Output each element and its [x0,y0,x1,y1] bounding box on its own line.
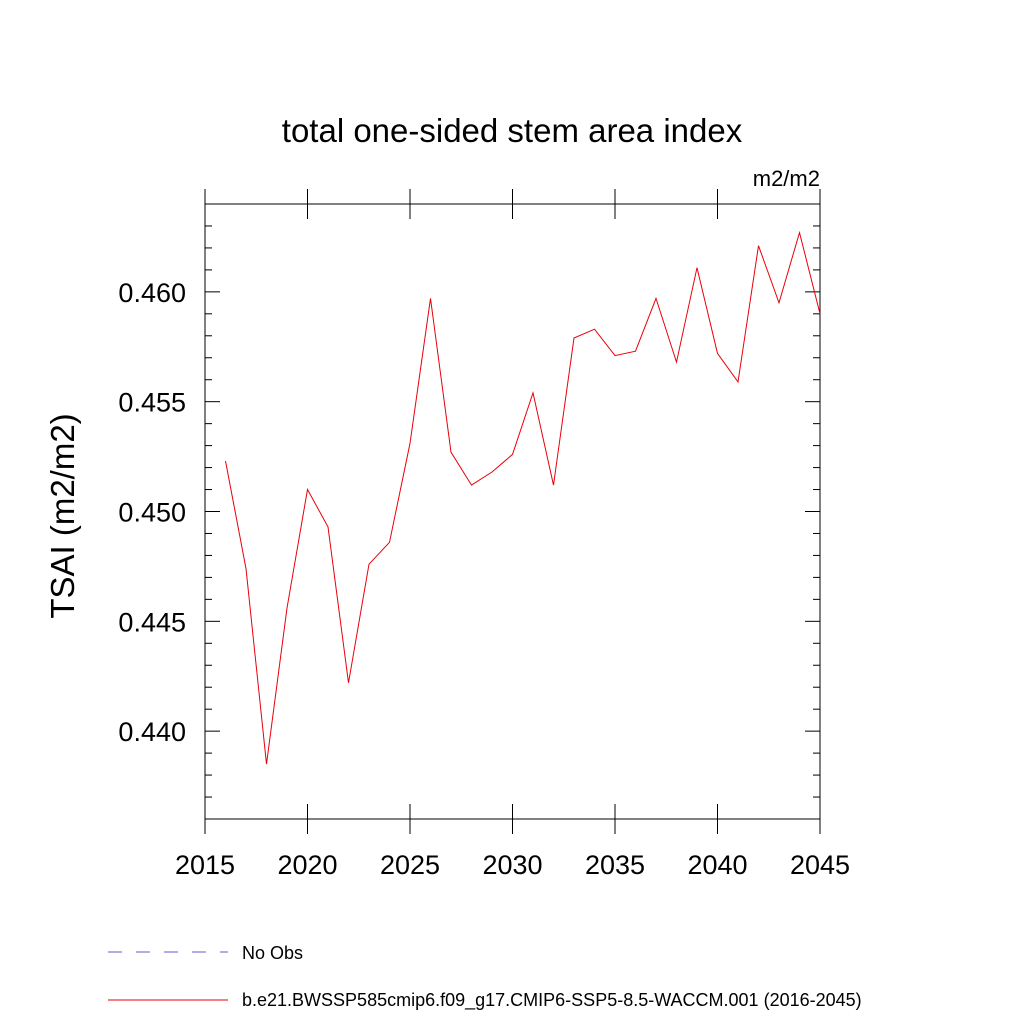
y-tick-label: 0.445 [118,607,186,637]
x-tick-label: 2045 [790,850,850,880]
series-group [225,230,821,765]
y-axis-ticks [205,203,820,820]
x-tick-label: 2015 [175,850,235,880]
legend-label-no-obs: No Obs [242,943,303,963]
x-axis-tick-labels: 2015 2020 2025 2030 2035 2040 2045 [175,850,850,880]
x-tick-label: 2030 [482,850,542,880]
y-axis-tick-labels: 0.440 0.445 0.450 0.455 0.460 [118,278,186,747]
chart-title: total one-sided stem area index [282,112,743,149]
x-tick-label: 2040 [687,850,747,880]
y-axis-label: TSAI (m2/m2) [44,413,81,618]
plot-frame [204,203,821,820]
legend: No Obs b.e21.BWSSP585cmip6.f09_g17.CMIP6… [108,943,862,1011]
y-tick-label: 0.440 [118,717,186,747]
units-label: m2/m2 [753,166,820,191]
y-tick-label: 0.455 [118,388,186,418]
legend-label-model-run: b.e21.BWSSP585cmip6.f09_g17.CMIP6-SSP5-8… [242,990,862,1011]
x-tick-label: 2020 [277,850,337,880]
y-tick-label: 0.450 [118,498,186,528]
y-tick-label: 0.460 [118,278,186,308]
series-line-0 [225,230,821,765]
x-axis-ticks [204,189,821,834]
x-tick-label: 2035 [585,850,645,880]
x-tick-label: 2025 [380,850,440,880]
